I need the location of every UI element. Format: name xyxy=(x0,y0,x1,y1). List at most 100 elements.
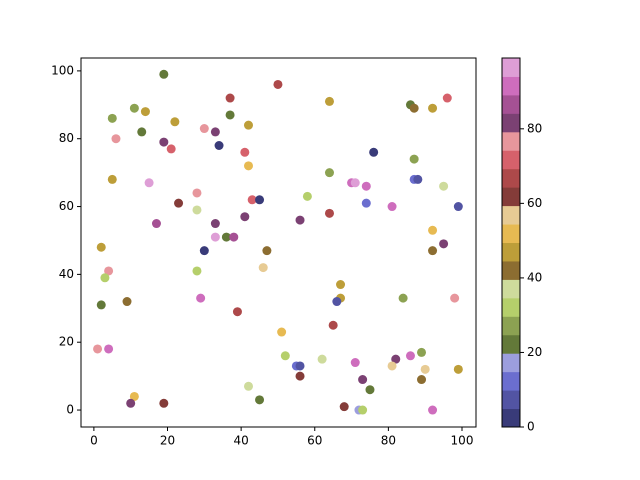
colorbar-segment xyxy=(502,242,520,262)
point xyxy=(336,280,346,290)
point xyxy=(295,215,305,225)
point xyxy=(413,174,423,184)
point xyxy=(140,107,150,117)
point xyxy=(174,198,184,208)
colorbar-segment xyxy=(502,113,520,133)
y-tick-label: 0 xyxy=(66,403,74,417)
point xyxy=(387,361,397,371)
point xyxy=(243,120,253,130)
point xyxy=(332,297,342,307)
point xyxy=(214,141,224,151)
colorbar-segment xyxy=(502,371,520,391)
point xyxy=(350,358,360,368)
point xyxy=(96,242,106,252)
y-tick-label: 100 xyxy=(51,63,74,77)
point xyxy=(210,219,220,229)
colorbar-segment xyxy=(502,205,520,225)
x-tick-label: 20 xyxy=(160,434,175,448)
point xyxy=(350,178,360,188)
point xyxy=(295,371,305,381)
point xyxy=(96,300,106,310)
point xyxy=(428,405,438,415)
colorbar-segment xyxy=(502,279,520,299)
point xyxy=(229,232,239,242)
point xyxy=(104,266,114,276)
x-tick-label: 0 xyxy=(90,434,98,448)
point xyxy=(439,181,449,191)
point xyxy=(255,395,265,405)
point xyxy=(107,113,117,123)
point xyxy=(129,103,139,113)
point xyxy=(428,103,438,113)
plot-frame xyxy=(80,57,477,428)
point xyxy=(240,212,250,222)
point xyxy=(159,137,169,147)
colorbar-tick-label: 80 xyxy=(527,121,542,135)
point xyxy=(450,293,460,303)
colorbar-segment xyxy=(502,334,520,354)
point xyxy=(361,198,371,208)
point xyxy=(192,205,202,215)
point xyxy=(453,202,463,212)
x-tick-label: 60 xyxy=(307,434,322,448)
point xyxy=(221,232,231,242)
colorbar-segment xyxy=(502,94,520,114)
point xyxy=(428,246,438,256)
point xyxy=(417,347,427,357)
colorbar-segment xyxy=(502,260,520,280)
point xyxy=(420,364,430,374)
point xyxy=(417,375,427,385)
point xyxy=(255,195,265,205)
point xyxy=(210,232,220,242)
x-tick-label: 80 xyxy=(381,434,396,448)
colorbar-tick-label: 40 xyxy=(527,270,542,284)
colorbar-tick-label: 20 xyxy=(527,345,542,359)
point xyxy=(243,161,253,171)
colorbar-segment xyxy=(502,224,520,243)
point xyxy=(295,361,305,371)
point xyxy=(428,225,438,235)
point xyxy=(317,354,327,364)
point xyxy=(324,96,334,106)
point xyxy=(358,405,368,415)
point xyxy=(225,93,235,103)
colorbar-segment xyxy=(502,131,520,151)
point xyxy=(192,266,202,276)
y-tick-label: 20 xyxy=(59,335,74,349)
point xyxy=(243,381,253,391)
point xyxy=(159,69,169,79)
point xyxy=(361,181,371,191)
point xyxy=(365,385,375,395)
colorbar-segment xyxy=(502,408,520,428)
y-tick-label: 40 xyxy=(59,267,74,281)
point xyxy=(192,188,202,198)
point xyxy=(262,246,272,256)
point xyxy=(111,134,121,144)
colorbar-segment xyxy=(502,76,520,96)
point xyxy=(358,375,368,385)
colorbar-segment xyxy=(502,150,520,170)
point xyxy=(398,293,408,303)
point xyxy=(100,273,110,283)
point xyxy=(93,344,103,354)
point xyxy=(277,327,287,337)
point xyxy=(126,398,136,408)
point xyxy=(409,103,419,113)
point xyxy=(258,263,268,273)
point xyxy=(199,124,209,134)
point xyxy=(280,351,290,361)
point xyxy=(196,293,206,303)
point xyxy=(409,154,419,164)
point xyxy=(439,239,449,249)
point xyxy=(137,127,147,137)
point xyxy=(391,354,401,364)
point xyxy=(210,127,220,137)
colorbar-segment xyxy=(502,297,520,317)
y-tick-label: 80 xyxy=(59,131,74,145)
point xyxy=(199,246,209,256)
colorbar-segment xyxy=(502,58,520,77)
colorbar-segment xyxy=(502,353,520,373)
point xyxy=(225,110,235,120)
